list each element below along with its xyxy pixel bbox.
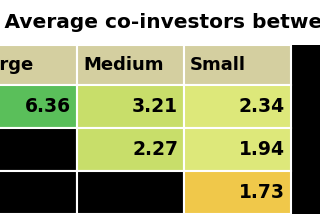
Bar: [0, 45, 77, 85]
Bar: [77, 128, 184, 171]
Bar: [184, 85, 291, 128]
Bar: [0, 0, 320, 45]
Bar: [0, 171, 77, 214]
Text: Small: Small: [190, 56, 246, 74]
Bar: [77, 171, 184, 214]
Text: 6.36: 6.36: [25, 97, 71, 116]
Text: 2.27: 2.27: [132, 140, 178, 159]
Text: 3.21: 3.21: [132, 97, 178, 116]
Bar: [184, 128, 291, 171]
Bar: [77, 45, 184, 85]
Bar: [77, 85, 184, 128]
Text: Large: Large: [0, 56, 33, 74]
Bar: [0, 85, 77, 128]
Bar: [0, 128, 77, 171]
Text: 1.73: 1.73: [239, 183, 285, 202]
Text: 2.34: 2.34: [239, 97, 285, 116]
Text: 1.94: 1.94: [239, 140, 285, 159]
Text: Medium: Medium: [83, 56, 164, 74]
Bar: [184, 45, 291, 85]
Text: b: Average co-investors between VCs: b: Average co-investors between VCs: [0, 13, 320, 32]
Bar: [184, 171, 291, 214]
